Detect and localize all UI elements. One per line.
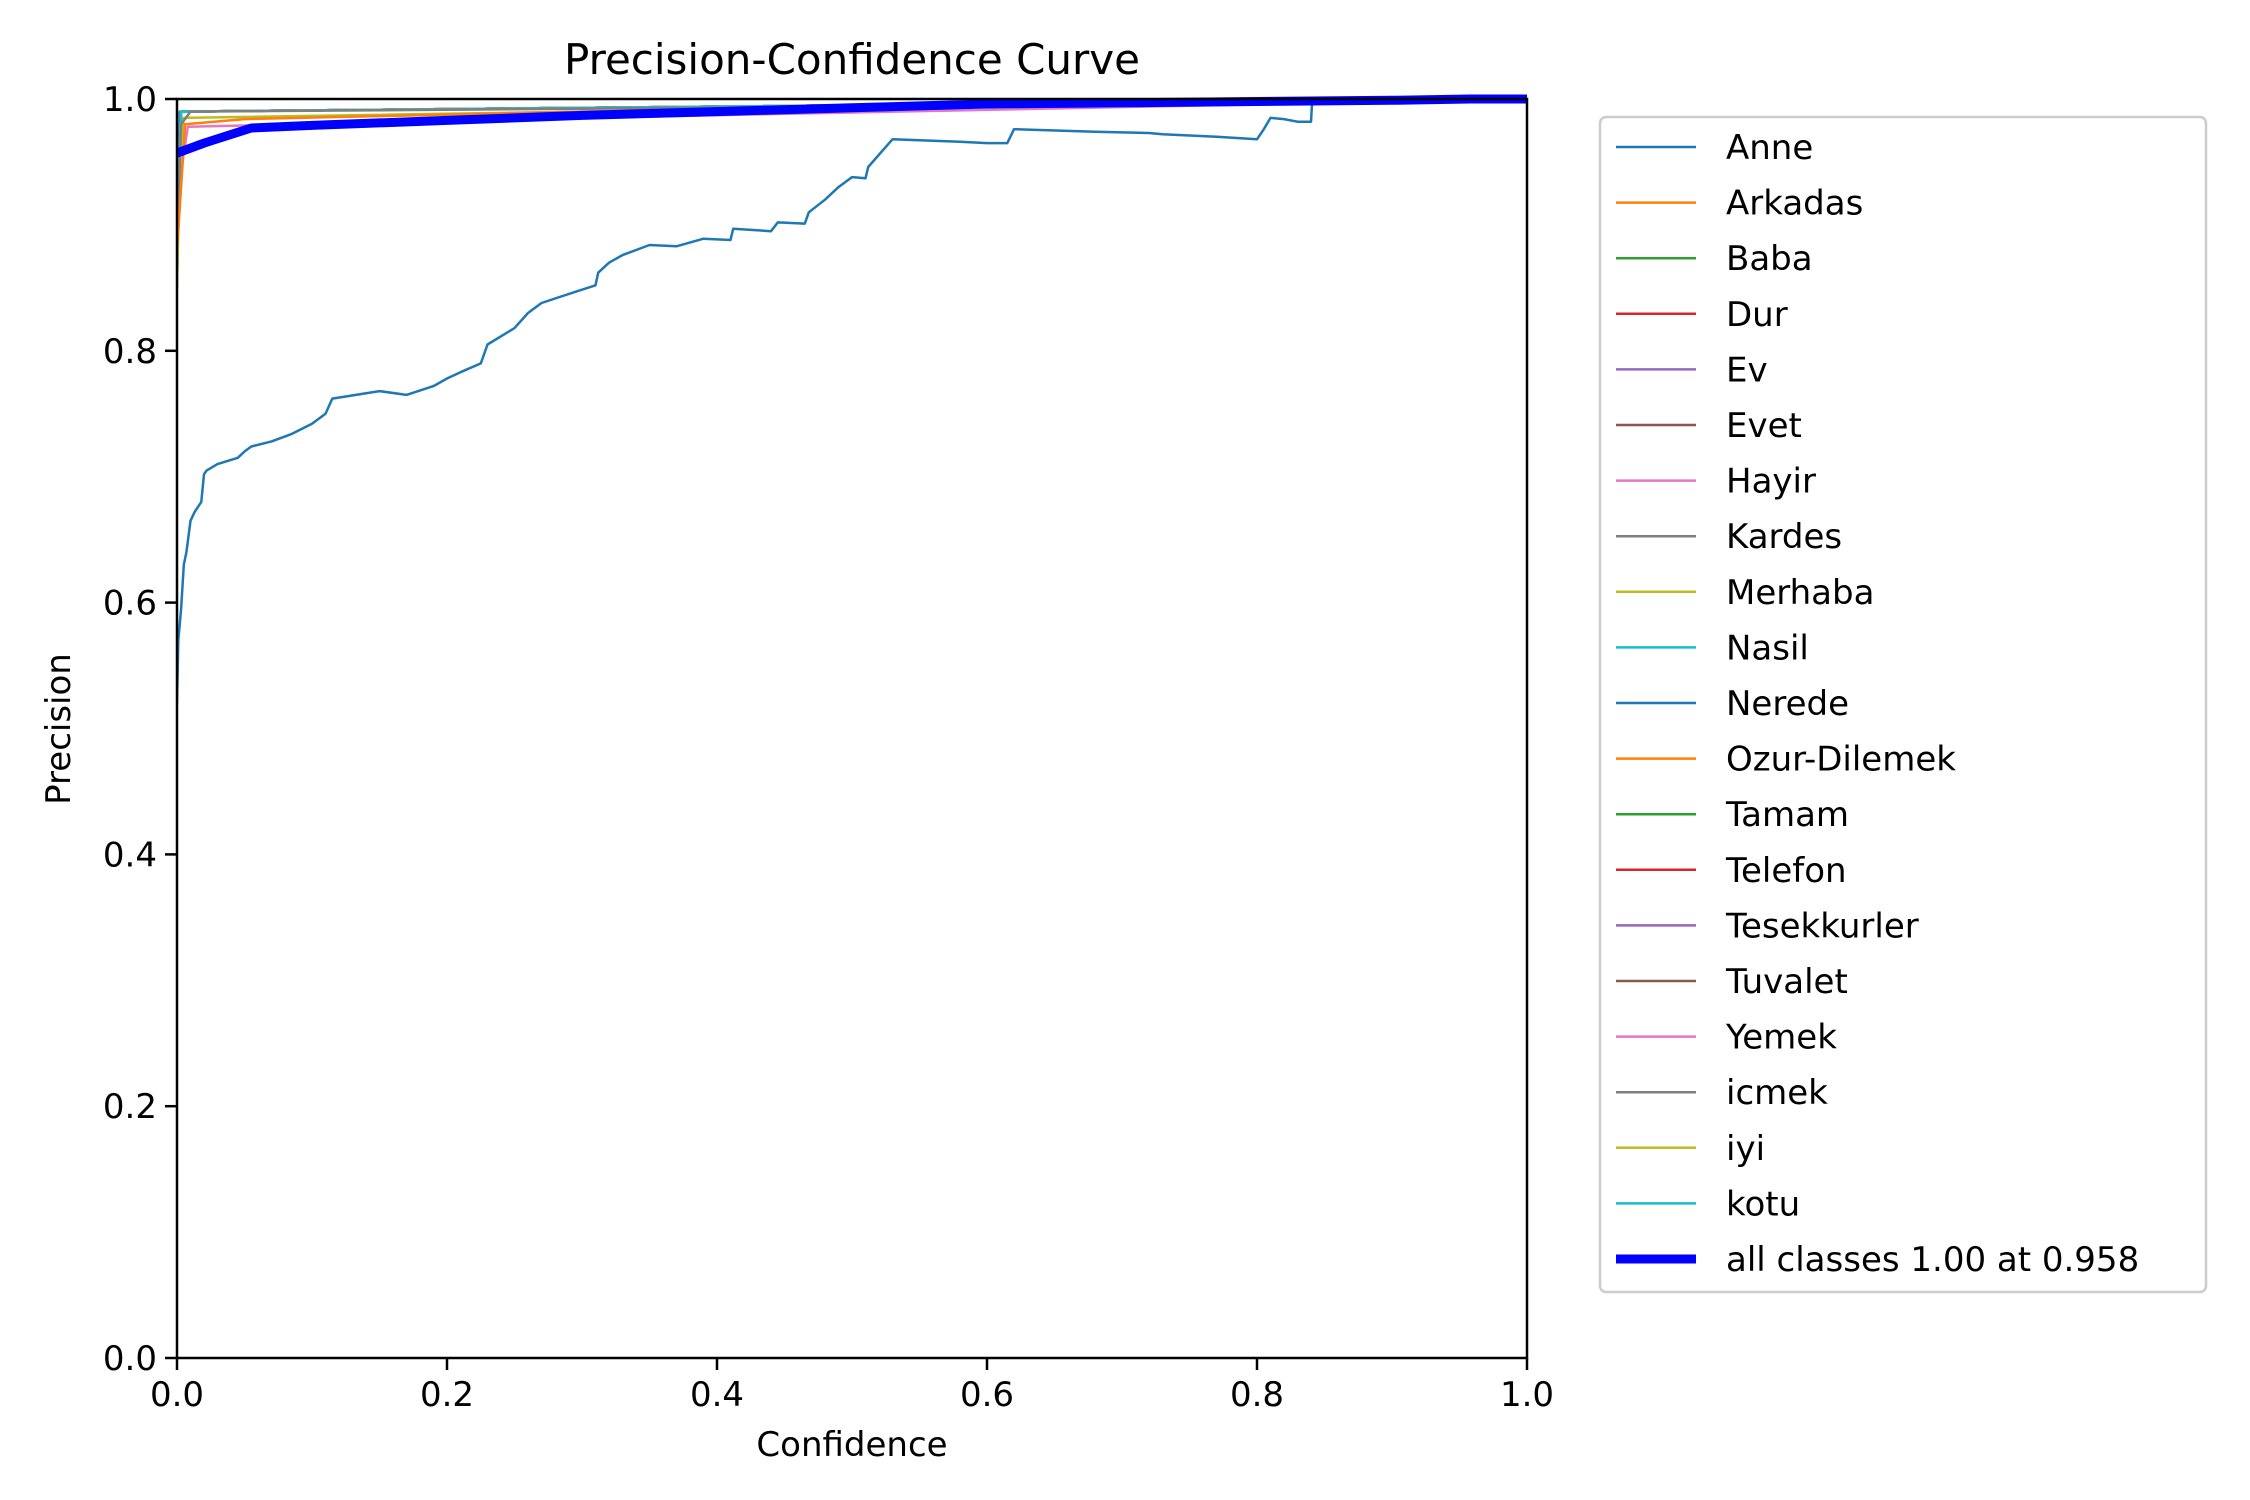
legend: Anne Arkadas Baba Dur Ev Evet Hayir Kardes Merha…	[1598, 115, 2208, 1294]
legend-label: iyi	[1726, 1129, 1765, 1169]
legend-box	[1598, 115, 2208, 1294]
legend-label: Yemek	[1725, 1018, 1837, 1058]
legend-label: Merhaba	[1726, 573, 1874, 613]
y-axis-label: Precision	[39, 653, 79, 805]
series-line-nerede	[177, 97, 1527, 704]
legend-label: Telefon	[1725, 851, 1847, 891]
legend-item-all-classes: all classes 1.00 at 0.958	[1616, 1240, 2139, 1280]
chart-title: Precision-Confidence Curve	[564, 35, 1140, 84]
legend-label: Ozur-Dilemek	[1726, 740, 1956, 780]
x-tick-label: 1.0	[1500, 1375, 1554, 1415]
legend-label: Hayir	[1726, 462, 1816, 502]
legend-item-kardes: Kardes	[1616, 517, 1842, 557]
legend-label: Tesekkurler	[1725, 906, 1919, 946]
legend-item-arkadas: Arkadas	[1616, 184, 1863, 224]
legend-item-tamam: Tamam	[1616, 795, 1849, 835]
legend-item-tuvalet: Tuvalet	[1616, 962, 1848, 1002]
legend-item-iyi: iyi	[1616, 1129, 1765, 1169]
legend-item-dur: Dur	[1616, 295, 1788, 335]
legend-label: icmek	[1726, 1073, 1828, 1113]
legend-item-ozur-dilemek: Ozur-Dilemek	[1616, 740, 1956, 780]
series-layer	[177, 94, 1527, 704]
y-tick-label: 0.8	[103, 332, 157, 372]
legend-item-evet: Evet	[1616, 406, 1802, 446]
y-tick-label: 0.6	[103, 584, 157, 624]
legend-item-telefon: Telefon	[1616, 851, 1847, 891]
legend-item-nerede: Nerede	[1616, 684, 1849, 724]
legend-label: Tuvalet	[1725, 962, 1848, 1002]
y-tick-label: 0.0	[103, 1339, 157, 1379]
legend-item-hayir: Hayir	[1616, 462, 1816, 502]
legend-label: Ev	[1726, 350, 1768, 390]
legend-label: Dur	[1726, 295, 1788, 335]
legend-label: kotu	[1726, 1184, 1800, 1224]
x-tick-label: 0.2	[420, 1375, 474, 1415]
legend-item-yemek: Yemek	[1616, 1018, 1837, 1058]
legend-item-merhaba: Merhaba	[1616, 573, 1874, 613]
legend-item-icmek: icmek	[1616, 1073, 1828, 1113]
legend-item-baba: Baba	[1616, 239, 1813, 279]
legend-label: all classes 1.00 at 0.958	[1726, 1240, 2139, 1280]
legend-item-nasil: Nasil	[1616, 628, 1809, 668]
legend-label: Tamam	[1725, 795, 1849, 835]
legend-item-anne: Anne	[1616, 128, 1813, 168]
legend-label: Arkadas	[1726, 184, 1863, 224]
legend-label: Nasil	[1726, 628, 1809, 668]
y-tick-label: 0.4	[103, 835, 157, 875]
x-tick-label: 0.8	[1230, 1375, 1284, 1415]
x-axis-label: Confidence	[756, 1425, 947, 1465]
legend-label: Kardes	[1726, 517, 1842, 557]
legend-item-kotu: kotu	[1616, 1184, 1800, 1224]
legend-label: Anne	[1726, 128, 1813, 168]
legend-item-tesekkurler: Tesekkurler	[1616, 906, 1919, 946]
x-tick-label: 0.0	[150, 1375, 204, 1415]
series-line-all-classes	[177, 94, 1527, 158]
ticks-layer: 0.0 0.2 0.4 0.6 0.8 1.0 0.0 0.2 0.4 0.6 0.8 1.0	[103, 80, 1554, 1415]
legend-label: Baba	[1726, 239, 1813, 279]
legend-label: Nerede	[1726, 684, 1849, 724]
axes-frame	[175, 97, 1529, 1360]
y-tick-label: 0.2	[103, 1087, 157, 1127]
x-tick-label: 0.4	[690, 1375, 744, 1415]
y-tick-label: 1.0	[103, 80, 157, 120]
legend-item-ev: Ev	[1616, 350, 1768, 390]
legend-label: Evet	[1726, 406, 1802, 446]
x-tick-label: 0.6	[960, 1375, 1014, 1415]
